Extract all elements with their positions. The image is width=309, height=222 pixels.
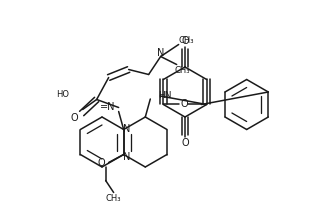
Text: O: O — [180, 99, 188, 109]
Text: O: O — [181, 138, 189, 148]
Text: CH₃: CH₃ — [179, 36, 194, 45]
Text: N: N — [157, 48, 164, 59]
Text: O: O — [181, 36, 189, 46]
Text: HO: HO — [56, 90, 69, 99]
Text: N: N — [123, 151, 130, 161]
Text: O: O — [98, 157, 105, 168]
Text: CH₃: CH₃ — [175, 66, 190, 75]
Text: =N: =N — [100, 103, 116, 113]
Text: O: O — [71, 113, 78, 123]
Text: N: N — [123, 125, 130, 135]
Text: HN: HN — [158, 91, 172, 101]
Text: CH₃: CH₃ — [106, 194, 121, 203]
